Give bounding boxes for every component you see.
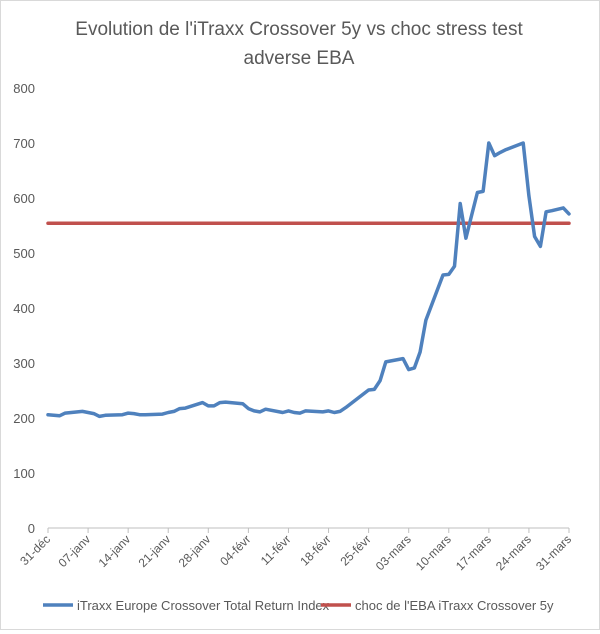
x-tick-label: 04-févr [217,532,253,568]
y-tick-label: 0 [28,521,35,536]
y-tick-label: 100 [13,466,35,481]
x-tick-label: 31-mars [533,532,574,573]
legend-item-eba-shock: choc de l'EBA iTraxx Crossover 5y [321,598,554,613]
x-tick-label: 31-déc [17,532,53,568]
legend-item-itraxx-index: iTraxx Europe Crossover Total Return Ind… [43,598,330,613]
legend: iTraxx Europe Crossover Total Return Ind… [43,598,554,613]
plot-area [46,141,571,419]
y-tick-label: 500 [13,246,35,261]
x-tick-label: 25-févr [337,532,373,568]
x-tick-label: 24-mars [493,532,534,573]
series-line-itraxx-index [46,141,571,419]
legend-label: choc de l'EBA iTraxx Crossover 5y [355,598,554,613]
x-tick-label: 18-févr [297,532,333,568]
x-tick-label: 28-janv [176,532,214,570]
y-tick-label: 400 [13,301,35,316]
y-tick-label: 300 [13,356,35,371]
chart-title-line-2: adverse EBA [244,48,355,69]
y-tick-label: 800 [13,81,35,96]
x-tick-label: 21-janv [136,532,174,570]
y-tick-label: 200 [13,411,35,426]
x-tick-label: 07-janv [55,532,93,570]
chart-title-line-1: Evolution de l'iTraxx Crossover 5y vs ch… [75,19,523,40]
y-tick-label: 600 [13,191,35,206]
x-tick-label: 11-févr [258,532,294,568]
x-tick-label: 14-janv [96,532,134,570]
x-tick-label: 10-mars [413,532,454,573]
y-tick-label: 700 [13,136,35,151]
x-axis: 31-déc 07-janv 14-janv 21-janv 28-janv 04-fév… [17,527,574,573]
y-axis: 0 100 200 300 400 500 600 700 800 [13,81,35,536]
legend-label: iTraxx Europe Crossover Total Return Ind… [77,598,330,613]
x-tick-label: 17-mars [453,532,494,573]
x-tick-label: 03-mars [373,532,414,573]
